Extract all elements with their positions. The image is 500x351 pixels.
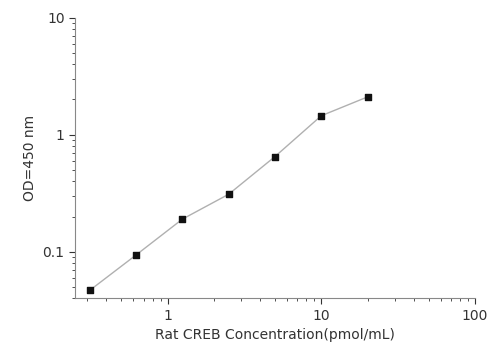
Point [364, 94, 372, 100]
Point [271, 154, 279, 159]
Point [224, 191, 232, 197]
Point [132, 252, 140, 258]
Y-axis label: OD=450 nm: OD=450 nm [23, 115, 37, 201]
Point [318, 113, 326, 119]
X-axis label: Rat CREB Concentration(pmol/mL): Rat CREB Concentration(pmol/mL) [155, 328, 395, 342]
Point [178, 216, 186, 222]
Point [86, 287, 94, 293]
